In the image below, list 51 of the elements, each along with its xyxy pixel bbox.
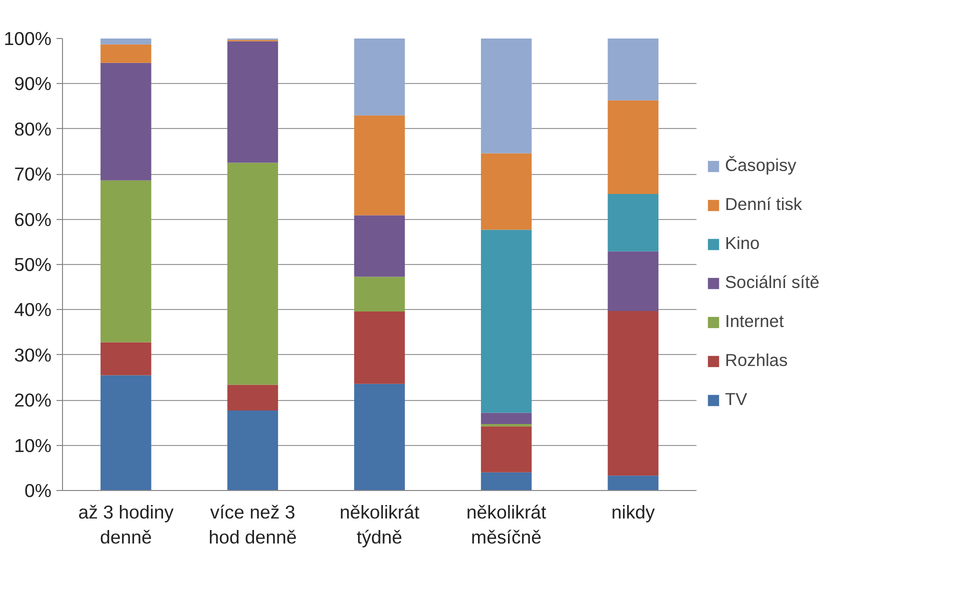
y-tick-label: 0% <box>24 480 52 501</box>
y-tick-label: 100% <box>4 28 52 49</box>
bar <box>354 215 405 277</box>
bar <box>354 115 405 216</box>
bar <box>354 38 405 116</box>
bar <box>480 472 532 490</box>
y-tick-label: 30% <box>14 344 52 366</box>
bar <box>227 162 278 385</box>
x-tick-label: několikrát týdně <box>340 502 420 548</box>
legend-label: TV <box>725 389 748 410</box>
legend-label: Internet <box>725 311 784 332</box>
y-tick-label: 10% <box>14 434 52 456</box>
bar <box>100 180 152 342</box>
bar <box>354 276 405 312</box>
bar <box>100 44 152 63</box>
x-tick-label: až 3 hodiny denně <box>78 502 174 548</box>
bar <box>608 100 658 194</box>
bar <box>480 230 532 413</box>
bar <box>608 311 658 476</box>
y-tick-label: 90% <box>14 73 52 94</box>
bar <box>608 476 658 490</box>
bar <box>608 251 658 312</box>
bar <box>480 153 532 230</box>
bar <box>227 384 278 410</box>
bar <box>227 410 278 490</box>
legend-label: Sociální sítě <box>725 272 820 293</box>
bar <box>480 412 532 424</box>
legend-label: Denní tisk <box>725 194 802 215</box>
legend-label: Kino <box>725 233 760 254</box>
bar <box>608 194 658 252</box>
y-tick-label: 60% <box>14 208 52 230</box>
bar <box>100 38 152 44</box>
x-tick-label: nikdy <box>611 502 656 522</box>
y-tick-label: 80% <box>14 118 52 140</box>
bar <box>100 342 152 376</box>
legend-label: Časopisy <box>725 155 796 176</box>
bar <box>354 312 405 384</box>
y-tick-label: 20% <box>14 390 52 411</box>
x-tick-label: několikrát měsíčně <box>466 502 548 548</box>
bar <box>100 62 152 180</box>
y-tick-label: 70% <box>14 164 52 185</box>
bar <box>227 41 278 163</box>
bar <box>608 38 658 100</box>
bar <box>480 38 532 154</box>
bar <box>480 426 532 472</box>
x-tick-label: více než 3 hod denně <box>208 502 297 548</box>
y-tick-label: 40% <box>14 299 52 320</box>
legend-label: Rozhlas <box>725 350 788 371</box>
y-tick-label: 50% <box>14 254 52 275</box>
bar <box>354 384 405 490</box>
bar <box>100 375 152 490</box>
